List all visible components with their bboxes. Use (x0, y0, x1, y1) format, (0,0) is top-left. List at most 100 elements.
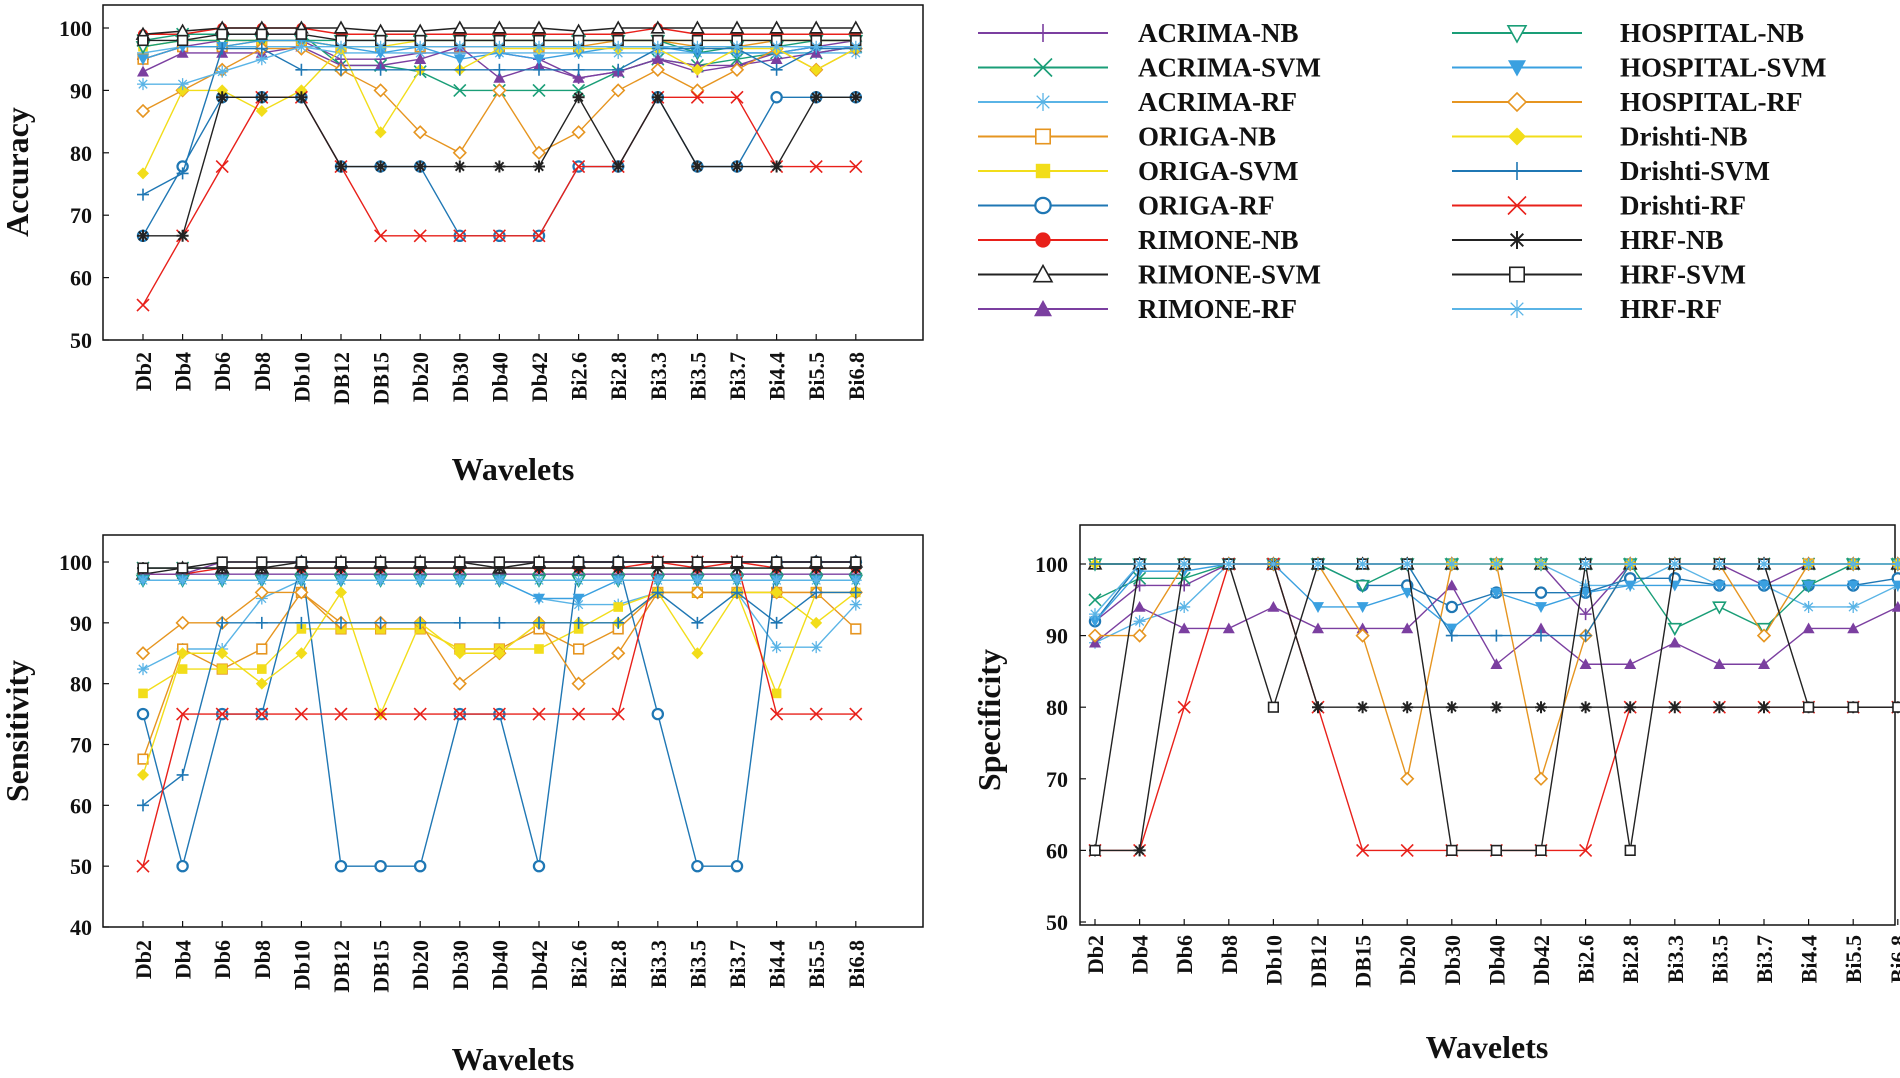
specificity-point-hrf-svm (1446, 844, 1458, 856)
specificity-point-hrf-nb (1401, 701, 1414, 714)
specificity-xtick-label: Bi2.6 (1574, 935, 1599, 983)
specificity-point-drishti-rf (1579, 843, 1593, 857)
specificity-point-hospital-rf (1355, 628, 1370, 643)
sensitivity-xtick-label: Bi5.5 (804, 940, 829, 988)
specificity-point-hospital-rf (1756, 628, 1772, 643)
specificity-ytick-label: 70 (1046, 767, 1068, 792)
accuracy-point-drishti-svm (453, 63, 466, 76)
sensitivity-point-hrf-rf (335, 574, 347, 587)
accuracy-point-hrf-rf (612, 40, 625, 53)
accuracy-point-hrf-nb (691, 160, 704, 173)
sensitivity-point-drishti-nb (770, 586, 783, 599)
sensitivity-point-drishti-rf (849, 707, 863, 721)
legend-label: HRF-RF (1620, 294, 1722, 324)
legend-marker-origa-nb (1035, 128, 1052, 145)
sensitivity-point-hrf-svm (414, 556, 426, 568)
sensitivity-point-hrf-nb (533, 562, 545, 575)
specificity-point-hrf-rf (1178, 558, 1191, 570)
accuracy-point-hrf-rf (295, 40, 308, 53)
sensitivity-point-drishti-svm (533, 616, 545, 629)
legend-marker-rimone-svm (1032, 263, 1054, 283)
sensitivity-xtick-label: Db4 (171, 940, 196, 979)
accuracy-point-hrf-rf (533, 40, 545, 53)
legend-item-acrima-svm: ACRIMA-SVM (978, 53, 1321, 83)
sensitivity-point-origa-rf (176, 859, 189, 873)
accuracy-point-hospital-rf (531, 145, 547, 160)
specificity-point-hospital-nb (1712, 601, 1727, 615)
accuracy-xtick-label: Db4 (171, 352, 196, 391)
accuracy-xtick-label: Db42 (527, 352, 552, 402)
accuracy-point-hrf-nb (651, 91, 664, 104)
accuracy-xtick-label: Bi5.5 (804, 352, 829, 400)
specificity-xtick-label: Db42 (1529, 935, 1554, 985)
specificity-point-hrf-svm (1624, 844, 1636, 856)
accuracy-point-hospital-svm (453, 54, 466, 66)
accuracy-xtick-label: Bi6.8 (844, 352, 869, 400)
accuracy-point-hospital-rf (492, 83, 507, 98)
specificity-point-hospital-svm (1089, 616, 1101, 628)
sensitivity-xtick-label: Db42 (527, 940, 552, 990)
specificity-ytick-label: 50 (1046, 910, 1068, 935)
legend-item-origa-rf: ORIGA-RF (978, 191, 1275, 221)
specificity-point-rimone-rf (1445, 579, 1458, 591)
accuracy-point-drishti-svm (295, 63, 308, 76)
accuracy-point-hrf-nb (255, 91, 268, 104)
specificity-point-hospital-svm (1847, 580, 1860, 592)
accuracy-point-hospital-rf (373, 83, 388, 98)
accuracy-xtick-label: Db8 (250, 352, 275, 391)
accuracy-point-hrf-nb (295, 91, 308, 104)
sensitivity-xtick-label: Bi3.5 (685, 940, 710, 988)
specificity-point-hrf-nb (1713, 701, 1726, 714)
accuracy-point-hrf-svm (177, 34, 189, 47)
accuracy-ylabel: Accuracy (0, 107, 35, 237)
specificity-xtick-label: Bi4.4 (1797, 935, 1822, 983)
sensitivity-point-hospital-rf (690, 585, 705, 600)
accuracy-series-hrf-svm (137, 28, 862, 47)
sensitivity-point-hrf-rf (651, 574, 664, 587)
accuracy-line-drishti-rf (142, 96, 856, 306)
legend-label: HRF-SVM (1620, 260, 1746, 290)
legend-label: HOSPITAL-SVM (1620, 53, 1827, 83)
specificity-point-hrf-rf (1713, 558, 1726, 570)
specificity-point-hrf-rf (1758, 558, 1770, 570)
accuracy-point-drishti-nb (255, 104, 268, 117)
specificity-series-hrf-rf (1089, 558, 1900, 621)
specificity-point-hrf-rf (1089, 608, 1101, 621)
accuracy-point-hrf-nb (533, 160, 545, 173)
accuracy-point-drishti-rf (136, 298, 150, 312)
sensitivity-point-hrf-rf (176, 574, 189, 587)
accuracy-point-rimone-svm (848, 20, 864, 34)
accuracy-xtick-label: DB12 (329, 352, 354, 405)
sensitivity-point-drishti-svm (731, 586, 743, 599)
sensitivity-point-hrf-svm (493, 556, 506, 568)
sensitivity-point-drishti-nb (137, 768, 149, 781)
legend-label: HRF-NB (1620, 225, 1724, 255)
sensitivity-ytick-label: 80 (70, 672, 92, 697)
legend-marker-rimone-rf (1034, 300, 1052, 317)
sensitivity-point-drishti-rf (136, 859, 150, 873)
specificity-point-rimone-rf (1490, 658, 1503, 670)
accuracy-point-hrf-rf (810, 40, 823, 53)
accuracy-point-hrf-rf (493, 40, 506, 53)
sensitivity-point-hrf-rf (533, 574, 545, 587)
accuracy-xtick-label: Db40 (487, 352, 512, 402)
specificity-xtick-label: Db20 (1395, 935, 1420, 985)
specificity-point-hrf-rf (1668, 558, 1681, 570)
sensitivity-xtick-label: Db30 (448, 940, 473, 990)
specificity-point-drishti-rf (1356, 843, 1370, 857)
specificity-point-acrima-rf (1178, 600, 1191, 613)
sensitivity-point-drishti-nb (255, 677, 268, 690)
specificity-point-hrf-rf (1891, 558, 1900, 570)
sensitivity-point-hospital-rf (175, 615, 190, 630)
legend-marker-origa-rf (1034, 196, 1052, 215)
accuracy-point-drishti-rf (572, 159, 586, 174)
legend-label: ORIGA-RF (1138, 191, 1275, 221)
specificity-point-acrima-svm (1177, 571, 1191, 585)
specificity-point-hospital-nb (1667, 622, 1683, 637)
sensitivity-xtick-label: Bi3.3 (646, 940, 671, 988)
specificity-point-hrf-svm (1089, 844, 1101, 856)
sensitivity-xtick-label: DB12 (329, 940, 354, 993)
legend-item-drishti-nb: Drishti-NB (1452, 122, 1748, 152)
specificity-point-rimone-rf (1758, 658, 1770, 670)
